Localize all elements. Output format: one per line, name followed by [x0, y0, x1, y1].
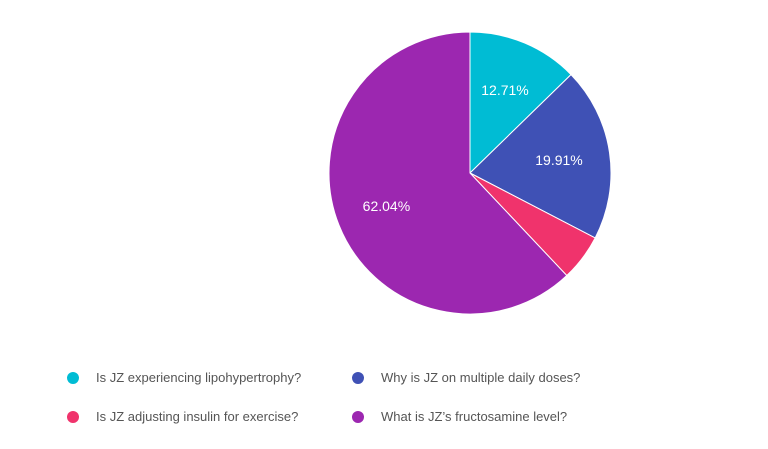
slice-label-3: 62.04% — [363, 198, 410, 214]
pie-slice-0[interactable] — [469, 31, 572, 175]
legend-swatch — [67, 410, 79, 423]
legend-item-fructosamine[interactable]: What is JZ’s fructosamine level? — [352, 409, 567, 424]
legend-label: What is JZ’s fructosamine level? — [381, 409, 568, 424]
legend-label: Is JZ adjusting insulin for exercise? — [96, 409, 299, 424]
slice-label-0: 12.71% — [481, 82, 528, 98]
pie-slice-3[interactable] — [328, 31, 568, 315]
legend-swatch — [352, 410, 364, 423]
legend-item-lipohypertrophy[interactable]: Is JZ experiencing lipohypertrophy? — [67, 370, 301, 385]
legend-swatch — [352, 371, 364, 384]
legend-item-insulin-exercise[interactable]: Is JZ adjusting insulin for exercise? — [67, 409, 298, 424]
legend-label: Why is JZ on multiple daily doses? — [381, 370, 581, 385]
pie-slice-1[interactable] — [469, 73, 612, 239]
legend-label: Is JZ experiencing lipohypertrophy? — [96, 370, 302, 385]
legend-item-multiple-daily-doses[interactable]: Why is JZ on multiple daily doses? — [352, 370, 580, 385]
legend-swatch — [67, 371, 79, 384]
slice-label-1: 19.91% — [535, 152, 582, 168]
